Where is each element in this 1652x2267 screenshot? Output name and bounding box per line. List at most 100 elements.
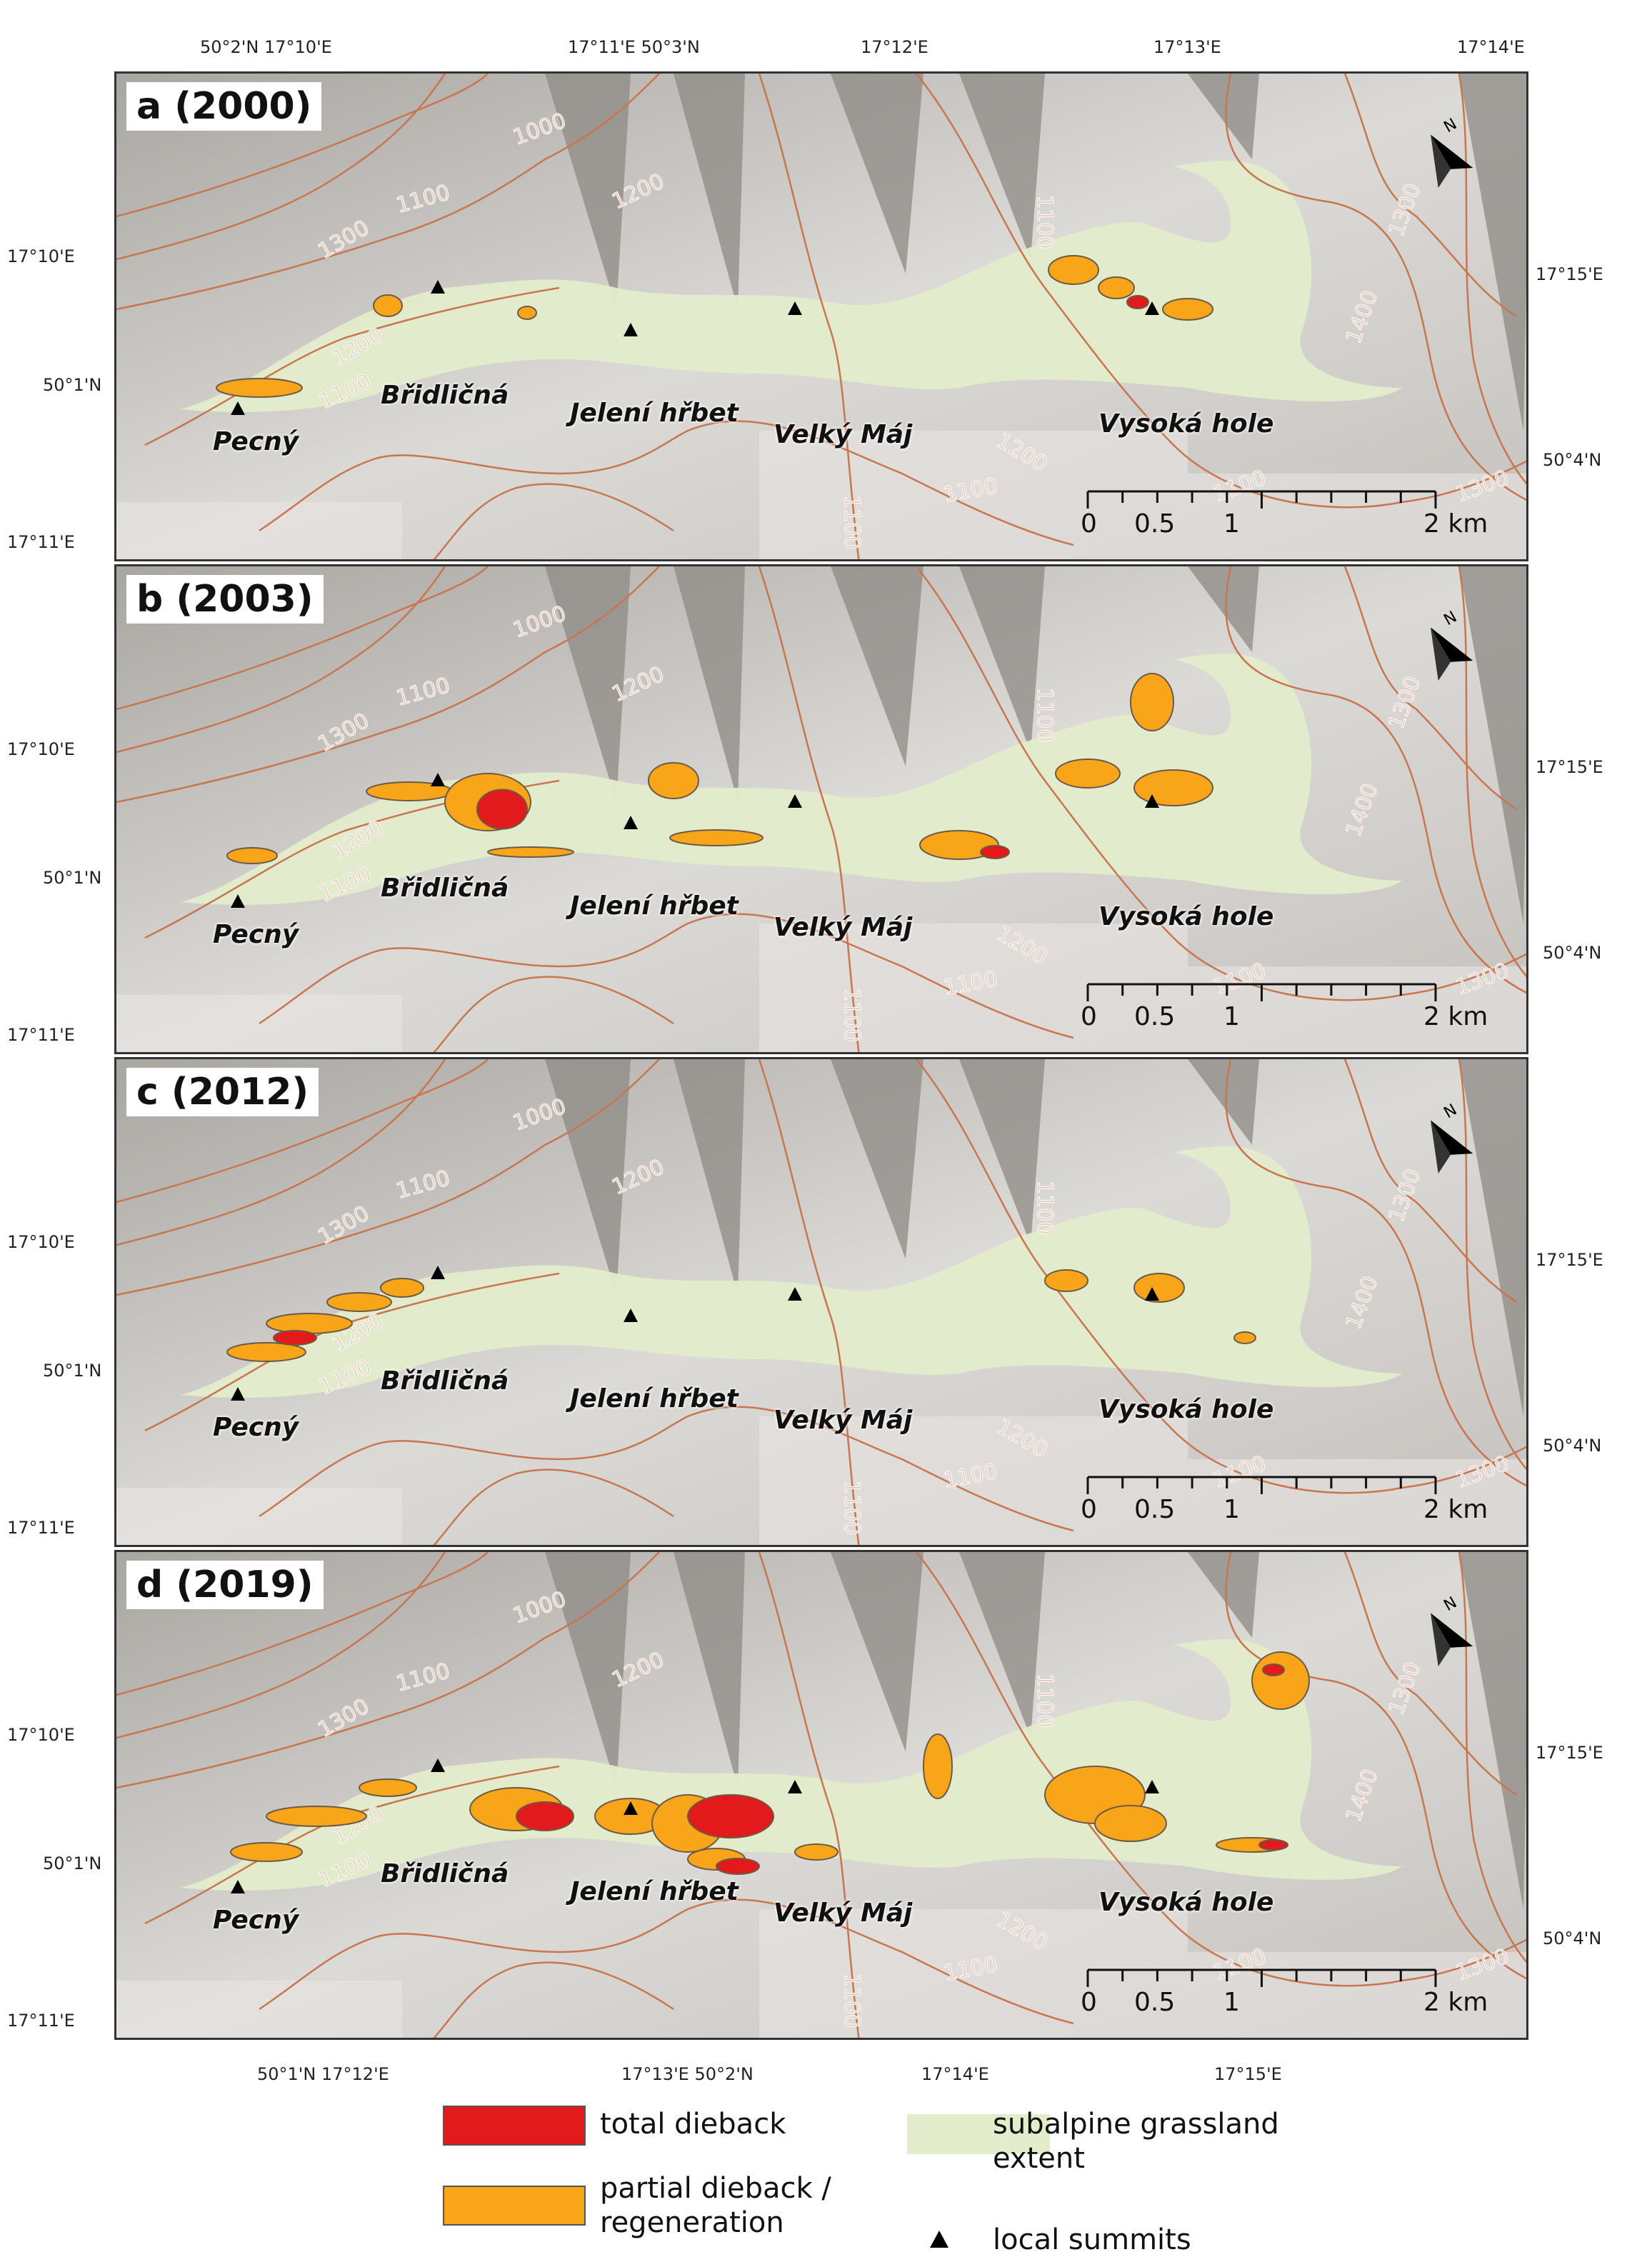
- summit-icon: [431, 1758, 445, 1772]
- contour-line: [916, 74, 1526, 509]
- panel-title: c (2012): [126, 1068, 319, 1116]
- contour-line: [116, 74, 489, 218]
- total-dieback-patch: [476, 789, 528, 830]
- legend-label-partial: partial dieback / regeneration: [600, 2171, 831, 2240]
- partial-dieback-patch: [1055, 759, 1121, 789]
- partial-dieback-patch: [1130, 673, 1174, 731]
- scale-bar: [1086, 490, 1437, 509]
- contour-line: [916, 1552, 1526, 1987]
- hillshade-slope: [116, 1488, 402, 1545]
- hillshade-slope: [116, 995, 402, 1052]
- partial-dieback-patch: [517, 306, 537, 320]
- top-tick-4: 17°13'E: [1153, 37, 1221, 57]
- top-tick-5: 17°14'E: [1457, 37, 1525, 57]
- place-label-pecny: Pecný: [213, 1413, 299, 1442]
- panel-3-coord-left-bottom: 17°11'E: [7, 1518, 75, 1538]
- place-label-pecny: Pecný: [213, 1906, 299, 1935]
- partial-dieback-patch: [1094, 1805, 1167, 1842]
- panel-2-coord-left-lat2: 50°1'N: [43, 868, 102, 888]
- legend-label-grassland-line1: subalpine grassland: [993, 2108, 1279, 2141]
- panel-3-coord-right-top: 17°15'E: [1536, 1250, 1603, 1270]
- summit-icon: [1145, 794, 1159, 808]
- hillshade-valley: [545, 1552, 631, 1788]
- contour-line: [1343, 1552, 1517, 1796]
- summit-icon: [1145, 1287, 1159, 1301]
- hillshade-valley: [1459, 1059, 1526, 1416]
- contour-line: [1343, 74, 1517, 318]
- contour-line: [1458, 1552, 1526, 1963]
- hillshade-valley: [1188, 1059, 1259, 1145]
- summit-icon: [231, 1880, 245, 1893]
- legend-summit-icon: [930, 2231, 948, 2248]
- contour-line: [116, 74, 446, 261]
- grassland-extent: [181, 160, 1402, 412]
- contour-line: [116, 566, 489, 711]
- top-tick-3: 17°12'E: [861, 37, 928, 57]
- partial-dieback-patch: [226, 1342, 306, 1362]
- scale-label-t0: 0: [1081, 509, 1097, 539]
- legend-swatch-partial: [443, 2186, 586, 2226]
- bottom-tick-1: 50°1'N 17°12'E: [257, 2064, 389, 2084]
- summit-icon: [788, 794, 802, 808]
- partial-dieback-patch: [1098, 276, 1135, 299]
- hillshade-valley: [1459, 74, 1526, 431]
- panel-4-coord-right-bottom: 50°4'N: [1543, 1928, 1602, 1948]
- place-label-jeleni: Jelení hřbet: [570, 891, 739, 921]
- panel-2-coord-right-top: 17°15'E: [1536, 757, 1603, 777]
- summit-icon: [231, 1387, 245, 1401]
- summit-icon: [624, 816, 638, 829]
- place-label-bridlicna: Břidličná: [381, 874, 509, 903]
- contour-line: [433, 483, 674, 559]
- place-label-vysoka: Vysoká hole: [1098, 409, 1274, 439]
- summit-icon: [431, 1266, 445, 1279]
- panel-title: d (2019): [126, 1561, 324, 1609]
- total-dieback-patch: [1126, 295, 1149, 309]
- partial-dieback-patch: [1162, 298, 1213, 321]
- contour-label-c1100: 1100: [1032, 1181, 1057, 1235]
- contour-line: [758, 566, 860, 1052]
- panel-4-coord-left-bottom: 17°11'E: [7, 2011, 75, 2031]
- contour-line: [259, 913, 1074, 1039]
- contour-line: [116, 74, 660, 311]
- panel-2-coord-right-bottom: 50°4'N: [1543, 943, 1602, 963]
- contour-line: [1343, 566, 1517, 811]
- bottom-tick-4: 17°15'E: [1214, 2064, 1282, 2084]
- panel-4-coord-right-top: 17°15'E: [1536, 1743, 1603, 1763]
- panel-3-coord-right-bottom: 50°4'N: [1543, 1436, 1602, 1456]
- summit-icon: [624, 1801, 638, 1815]
- panel-3-coord-left-lat2: 50°1'N: [43, 1361, 102, 1381]
- contour-line: [1225, 1552, 1526, 1980]
- legend-label-grassland: subalpine grassland extent: [993, 2107, 1279, 2176]
- place-label-pecny: Pecný: [213, 427, 299, 456]
- hillshade-slope: [759, 1416, 1188, 1545]
- hillshade-valley: [831, 566, 923, 766]
- grassland-extent: [181, 1146, 1402, 1398]
- summit-icon: [1145, 1780, 1159, 1793]
- panel-4-coord-left-lat: 17°10'E: [7, 1725, 75, 1745]
- contour-line: [758, 74, 860, 559]
- panel-1-coord-right-bottom: 50°4'N: [1543, 450, 1602, 470]
- hillshade-valley: [831, 1552, 923, 1752]
- scale-label-t2: 2 km: [1423, 1495, 1488, 1524]
- place-label-vysoka: Vysoká hole: [1098, 902, 1274, 931]
- map-panel-4: 1000 1100 1200 1300 1200 1100 1100 1100 1200 1100…: [114, 1550, 1528, 2040]
- panel-2-coord-left-lat: 17°10'E: [7, 739, 75, 759]
- place-label-velky: Velký Máj: [774, 1406, 913, 1435]
- hillshade-slope: [759, 1909, 1188, 2038]
- contour-line: [1225, 74, 1526, 501]
- summit-icon: [431, 280, 445, 294]
- map-panel-2: 1000 1100 1200 1300 1200 1100 1100 1100 1200 1100…: [114, 564, 1528, 1054]
- contour-line: [433, 1961, 674, 2038]
- contour-line: [1458, 74, 1526, 485]
- hillshade-valley: [831, 74, 923, 274]
- hillshade-valley: [959, 74, 1045, 259]
- place-label-bridlicna: Břidličná: [381, 1859, 509, 1888]
- legend-label-total: total dieback: [600, 2108, 786, 2141]
- contour-label-c1100: 1100: [839, 1481, 864, 1535]
- scale-label-t1: 1: [1223, 1495, 1240, 1524]
- scale-label-t2: 2 km: [1423, 509, 1488, 539]
- summit-icon: [231, 401, 245, 415]
- partial-dieback-patch: [923, 1733, 953, 1799]
- scale-label-t05: 0.5: [1134, 509, 1176, 539]
